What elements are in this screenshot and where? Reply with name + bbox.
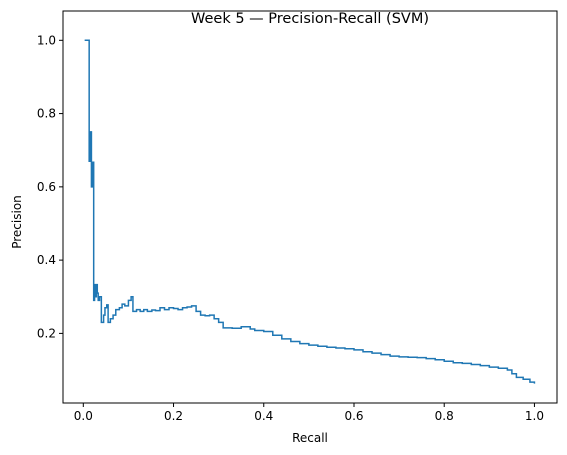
y-axis-label: Precision <box>10 195 24 249</box>
y-tick-label: 0.4 <box>37 253 56 267</box>
x-axis: 0.0 0.2 0.4 0.6 0.8 1.0 <box>74 403 544 423</box>
plot-area <box>84 39 536 384</box>
x-tick-label: 0.2 <box>164 409 183 423</box>
x-tick-label: 1.0 <box>525 409 544 423</box>
y-tick-label: 0.8 <box>37 107 56 121</box>
x-tick-label: 0.8 <box>435 409 454 423</box>
y-axis: 0.2 0.4 0.6 0.8 1.0 <box>37 33 63 340</box>
x-axis-label: Recall <box>292 431 328 445</box>
x-tick-label: 0.4 <box>254 409 273 423</box>
y-tick-label: 0.2 <box>37 326 56 340</box>
plot-frame <box>62 10 558 404</box>
y-tick-label: 1.0 <box>37 33 56 47</box>
pr-curve-line <box>84 39 536 384</box>
x-tick-label: 0.0 <box>74 409 93 423</box>
chart-title: Week 5 — Precision-Recall (SVM) <box>191 11 429 27</box>
y-tick-label: 0.6 <box>37 180 56 194</box>
x-tick-label: 0.6 <box>344 409 363 423</box>
